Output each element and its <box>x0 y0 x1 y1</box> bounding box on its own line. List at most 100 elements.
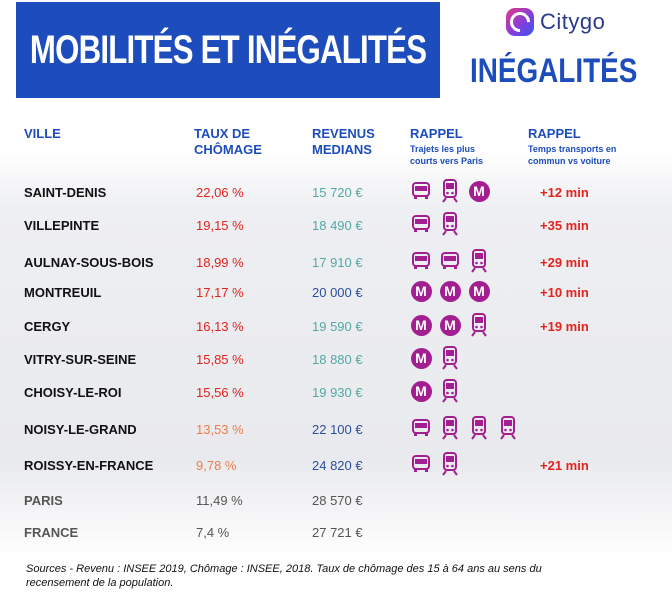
train-icon <box>439 346 461 370</box>
median-revenue: 18 490 € <box>312 218 363 233</box>
table-row: CHOISY-LE-ROI 15,56 % 19 930 € M <box>0 379 672 407</box>
reference-name: PARIS <box>24 493 63 508</box>
median-revenue: 24 820 € <box>312 458 363 473</box>
table-row: VILLEPINTE 19,15 % 18 490 € +35 min <box>0 212 672 240</box>
reference-row: PARIS 11,49 % 28 570 € <box>0 489 672 515</box>
city-name: ROISSY-EN-FRANCE <box>24 458 154 473</box>
sources-line-1: Sources - Revenu : INSEE 2019, Chômage :… <box>26 563 542 575</box>
column-header-revenue: REVENUS MEDIANS <box>312 126 375 158</box>
reference-row: FRANCE 7,4 % 27 721 € <box>0 521 672 547</box>
metro-letter: M <box>410 380 432 402</box>
unemployment-rate: 16,13 % <box>196 319 244 334</box>
transport-time-difference: +29 min <box>540 255 589 270</box>
metro-letter: M <box>410 280 432 302</box>
reference-name: FRANCE <box>24 525 79 540</box>
unemployment-rate: 15,85 % <box>196 352 244 367</box>
median-revenue: 19 590 € <box>312 319 363 334</box>
column-header-rate-line2: CHÔMAGE <box>194 142 262 157</box>
city-name: VITRY-SUR-SEINE <box>24 352 137 367</box>
unemployment-rate: 19,15 % <box>196 218 244 233</box>
train-icon <box>439 212 461 236</box>
brand-name: Citygo <box>540 9 606 34</box>
metro-icon: M <box>410 279 432 303</box>
column-header-time-sub: Temps transports en commun vs voiture <box>528 143 616 167</box>
transport-icons: M <box>410 179 490 203</box>
city-name: NOISY-LE-GRAND <box>24 422 137 437</box>
reference-median-revenue: 27 721 € <box>312 525 363 540</box>
metro-icon: M <box>439 313 461 337</box>
metro-letter: M <box>410 347 432 369</box>
reference-unemployment-rate: 11,49 % <box>196 493 243 508</box>
unemployment-rate: 9,78 % <box>196 458 237 473</box>
train-icon <box>439 379 461 403</box>
column-header-transport: RAPPEL <box>410 126 463 141</box>
city-name: CHOISY-LE-ROI <box>24 385 122 400</box>
bus-icon <box>410 452 432 476</box>
brand-logo: Citygo <box>505 7 606 37</box>
bus-icon <box>439 249 461 273</box>
table-row: SAINT-DENIS 22,06 % 15 720 € M +12 min <box>0 179 672 207</box>
page-title: MOBILITÉS ET INÉGALITÉS <box>29 27 427 72</box>
table-row: CERGY 16,13 % 19 590 € M M +19 min <box>0 313 672 341</box>
citygo-logo-icon <box>505 7 535 37</box>
table-row: MONTREUIL 17,17 % 20 000 € M M M +10 min <box>0 279 672 307</box>
metro-letter: M <box>410 314 432 336</box>
unemployment-rate: 15,56 % <box>196 385 244 400</box>
column-header-rate: TAUX DE CHÔMAGE <box>194 126 262 158</box>
metro-icon: M <box>439 279 461 303</box>
column-header-revenue-line1: REVENUS <box>312 126 375 141</box>
unemployment-rate: 18,99 % <box>196 255 244 270</box>
table-row: AULNAY-SOUS-BOIS 18,99 % 17 910 € +29 min <box>0 249 672 277</box>
bus-icon <box>410 179 432 203</box>
metro-letter: M <box>468 180 490 202</box>
train-icon <box>439 452 461 476</box>
transport-time-difference: +35 min <box>540 218 589 233</box>
transport-icons: M <box>410 346 461 370</box>
transport-icons: M <box>410 379 461 403</box>
column-header-time-sub1: Temps transports en <box>528 144 617 154</box>
city-name: CERGY <box>24 319 71 334</box>
sources-note: Sources - Revenu : INSEE 2019, Chômage :… <box>26 562 626 590</box>
column-header-transport-sub: Trajets les plus courts vers Paris <box>410 143 483 167</box>
metro-icon: M <box>468 279 490 303</box>
bus-icon <box>410 212 432 236</box>
city-name: SAINT-DENIS <box>24 185 107 200</box>
median-revenue: 17 910 € <box>312 255 363 270</box>
train-icon <box>468 313 490 337</box>
train-icon <box>439 416 461 440</box>
median-revenue: 19 930 € <box>312 385 363 400</box>
transport-icons <box>410 416 519 440</box>
train-icon <box>439 179 461 203</box>
table-row: VITRY-SUR-SEINE 15,85 % 18 880 € M <box>0 346 672 374</box>
transport-icons <box>410 249 490 273</box>
metro-icon: M <box>410 313 432 337</box>
bus-icon <box>410 249 432 273</box>
transport-time-difference: +10 min <box>540 285 589 300</box>
metro-letter: M <box>468 280 490 302</box>
reference-median-revenue: 28 570 € <box>312 493 363 508</box>
metro-letter: M <box>439 314 461 336</box>
column-header-time-sub2: commun vs voiture <box>528 156 611 166</box>
table-row: ROISSY-EN-FRANCE 9,78 % 24 820 € +21 min <box>0 452 672 480</box>
transport-time-difference: +19 min <box>540 319 589 334</box>
train-icon <box>497 416 519 440</box>
column-header-revenue-line2: MEDIANS <box>312 142 372 157</box>
unemployment-rate: 13,53 % <box>196 422 244 437</box>
metro-letter: M <box>439 280 461 302</box>
column-header-time: RAPPEL <box>528 126 581 141</box>
median-revenue: 18 880 € <box>312 352 363 367</box>
reference-unemployment-rate: 7,4 % <box>196 525 230 540</box>
median-revenue: 22 100 € <box>312 422 363 437</box>
city-name: AULNAY-SOUS-BOIS <box>24 255 154 270</box>
transport-icons <box>410 212 461 236</box>
table-row: NOISY-LE-GRAND 13,53 % 22 100 € <box>0 416 672 444</box>
title-banner: MOBILITÉS ET INÉGALITÉS <box>16 2 440 98</box>
median-revenue: 15 720 € <box>312 185 363 200</box>
metro-icon: M <box>410 346 432 370</box>
transport-time-difference: +21 min <box>540 458 589 473</box>
column-header-rate-line1: TAUX DE <box>194 126 251 141</box>
transport-icons <box>410 452 461 476</box>
column-header-transport-sub2: courts vers Paris <box>410 156 484 166</box>
